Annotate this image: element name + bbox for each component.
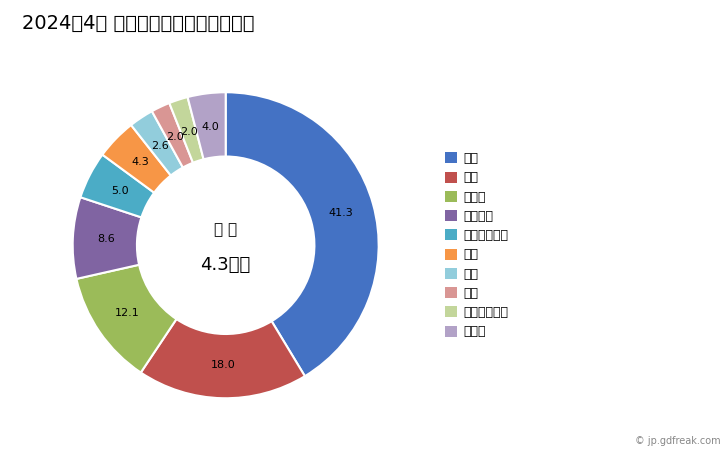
Text: 12.1: 12.1 <box>115 308 140 318</box>
Wedge shape <box>103 125 171 193</box>
Wedge shape <box>76 265 176 373</box>
Text: 5.0: 5.0 <box>111 185 128 195</box>
Legend: 米国, 中国, インド, オランダ, インドネシア, 韓国, 台湾, タイ, シンガポール, その他: 米国, 中国, インド, オランダ, インドネシア, 韓国, 台湾, タイ, シ… <box>443 149 511 341</box>
Text: 8.6: 8.6 <box>98 234 115 244</box>
Wedge shape <box>73 197 141 279</box>
Wedge shape <box>226 92 379 376</box>
Wedge shape <box>141 319 305 398</box>
Text: 4.3: 4.3 <box>131 157 149 167</box>
Text: 18.0: 18.0 <box>210 360 235 369</box>
Wedge shape <box>131 111 183 176</box>
Text: 2024年4月 輸出相手国のシェア（％）: 2024年4月 輸出相手国のシェア（％） <box>22 14 254 32</box>
Wedge shape <box>152 103 193 167</box>
Text: 41.3: 41.3 <box>328 208 353 218</box>
Text: 4.0: 4.0 <box>202 122 220 132</box>
Wedge shape <box>170 97 204 163</box>
Wedge shape <box>188 92 226 159</box>
Wedge shape <box>80 155 154 217</box>
Text: 2.0: 2.0 <box>166 132 183 142</box>
Text: 2.6: 2.6 <box>151 141 169 151</box>
Text: 総 額: 総 額 <box>214 222 237 238</box>
Text: © jp.gdfreak.com: © jp.gdfreak.com <box>635 436 721 446</box>
Text: 4.3億円: 4.3億円 <box>200 256 251 274</box>
Text: 2.0: 2.0 <box>180 127 197 137</box>
